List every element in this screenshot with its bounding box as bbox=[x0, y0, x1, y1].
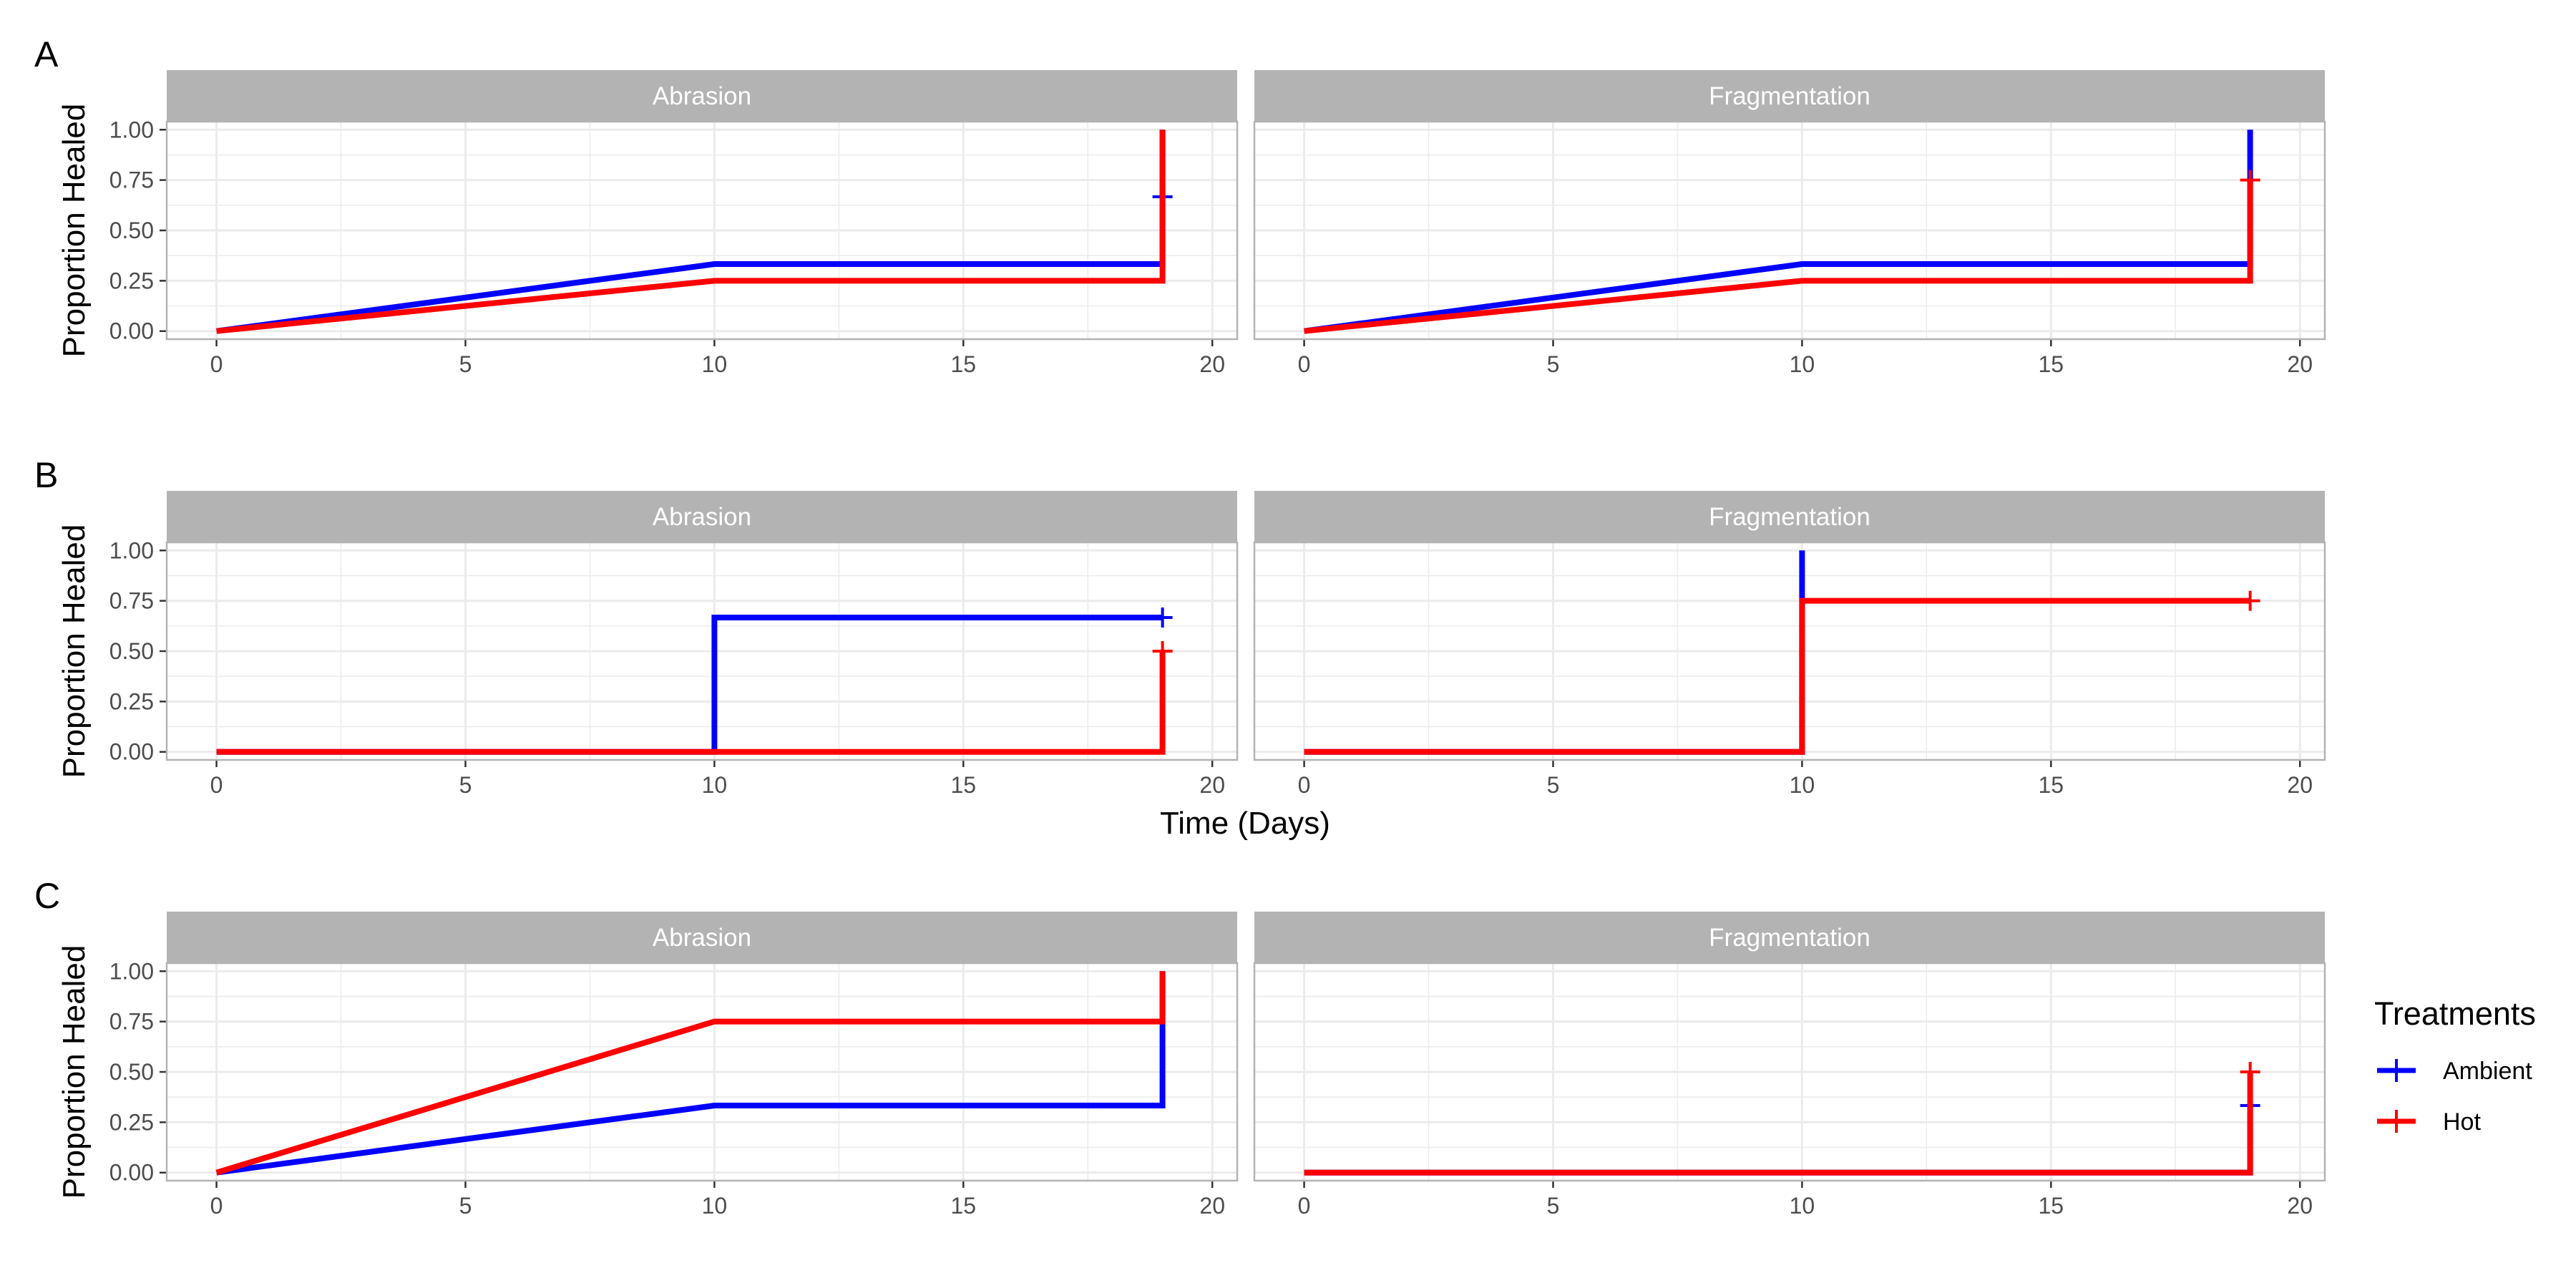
strip-background bbox=[1254, 491, 2325, 542]
facet-fragmentation: Fragmentation 0 5 10 15 20 bbox=[1253, 912, 2326, 1219]
y-tick-label: 0.00 bbox=[109, 318, 154, 344]
x-tick-label: 10 bbox=[702, 351, 728, 377]
y-tick-label: 0.50 bbox=[109, 1059, 154, 1085]
strip-label: Abrasion bbox=[653, 503, 751, 531]
strip-background bbox=[1254, 912, 2325, 963]
row-c: C Proportion Healed Abrasion 0 5 10 15 20 0.00 0.… bbox=[34, 876, 2326, 1219]
y-axis-title: Proportion Healed bbox=[57, 104, 92, 358]
y-tick-label: 0.75 bbox=[109, 1009, 154, 1035]
facet-abrasion: Abrasion 0 5 10 15 20 0.00 0.25 0.50 0.75 1.00 bbox=[109, 912, 1239, 1219]
x-tick-label: 15 bbox=[2039, 772, 2064, 798]
x-tick-label: 5 bbox=[1547, 351, 1560, 377]
y-tick-label: 0.75 bbox=[109, 167, 154, 193]
series-line-hot bbox=[215, 971, 1166, 1176]
series-line-ambient bbox=[216, 971, 1166, 1176]
strip-background bbox=[1254, 70, 2325, 122]
panel-border bbox=[165, 962, 1239, 1182]
series-line-hot bbox=[216, 651, 1166, 755]
x-tick-label: 10 bbox=[1790, 1193, 1815, 1219]
x-tick-label: 10 bbox=[702, 1193, 728, 1219]
legend-item-ambient: Ambient bbox=[2377, 1058, 2532, 1085]
x-tick-label: 15 bbox=[951, 772, 977, 798]
strip-label: Abrasion bbox=[653, 82, 751, 110]
strip-background bbox=[167, 70, 1237, 122]
x-tick-label: 0 bbox=[210, 1193, 223, 1219]
strip-label: Abrasion bbox=[653, 924, 751, 952]
strip-background bbox=[167, 491, 1237, 542]
series-line-hot bbox=[1304, 180, 2253, 334]
series-line-hot bbox=[216, 130, 1166, 334]
x-tick-label: 15 bbox=[951, 1193, 977, 1219]
strip-label: Fragmentation bbox=[1709, 82, 1870, 110]
panel-border bbox=[1253, 962, 2326, 1182]
legend: Treatments Ambient Hot bbox=[2374, 995, 2536, 1136]
y-tick-label: 1.00 bbox=[109, 958, 154, 984]
facet-fragmentation: Fragmentation 0 5 10 15 20 bbox=[1253, 491, 2326, 798]
x-tick-label: 20 bbox=[2287, 772, 2313, 798]
legend-item-hot: Hot bbox=[2377, 1108, 2481, 1136]
strip-label: Fragmentation bbox=[1709, 503, 1870, 531]
y-tick-label: 1.00 bbox=[109, 117, 154, 142]
y-tick-label: 0.50 bbox=[109, 218, 154, 243]
x-tick-label: 20 bbox=[1199, 772, 1225, 798]
x-tick-label: 20 bbox=[1199, 351, 1225, 377]
x-tick-label: 20 bbox=[2287, 351, 2313, 377]
panel-tag-b: B bbox=[34, 455, 58, 495]
x-tick-label: 0 bbox=[1298, 772, 1311, 798]
y-axis-title: Proportion Healed bbox=[57, 945, 92, 1199]
x-tick-label: 5 bbox=[1547, 772, 1560, 798]
legend-label-hot: Hot bbox=[2443, 1108, 2481, 1136]
series-line-hot bbox=[1304, 1072, 2253, 1176]
figure-rows: A Proportion Healed Abrasion 0 5 10 15 20 0.00 0.… bbox=[34, 34, 2326, 1219]
x-tick-label: 5 bbox=[1547, 1193, 1560, 1219]
strip-label: Fragmentation bbox=[1709, 924, 1870, 952]
panel-tag-a: A bbox=[34, 34, 59, 74]
x-tick-label: 10 bbox=[702, 772, 728, 798]
y-tick-label: 0.00 bbox=[109, 1160, 154, 1186]
x-tick-label: 0 bbox=[210, 351, 223, 377]
x-axis-title: Time (Days) bbox=[1160, 806, 1330, 841]
x-tick-label: 20 bbox=[2287, 1193, 2313, 1219]
strip-background bbox=[167, 912, 1237, 963]
legend-label-ambient: Ambient bbox=[2443, 1058, 2532, 1085]
y-tick-label: 0.25 bbox=[109, 688, 154, 714]
x-tick-label: 15 bbox=[2039, 351, 2064, 377]
panel-tag-c: C bbox=[34, 876, 60, 916]
y-tick-label: 0.25 bbox=[109, 1109, 154, 1135]
x-tick-label: 15 bbox=[951, 351, 977, 377]
facet-abrasion: Abrasion 0 5 10 15 20 0.00 0.25 0.50 0.75 1.00 bbox=[109, 70, 1239, 377]
panel-border bbox=[165, 541, 1239, 761]
x-tick-label: 5 bbox=[459, 351, 472, 377]
x-tick-label: 20 bbox=[1199, 1193, 1225, 1219]
y-tick-label: 0.00 bbox=[109, 739, 154, 765]
facet-abrasion: Abrasion 0 5 10 15 20 0.00 0.25 0.50 0.75 1.00 bbox=[109, 491, 1239, 798]
row-b: B Proportion Healed Abrasion 0 5 10 15 20 0.00 0.… bbox=[34, 455, 2326, 798]
panel-border bbox=[1253, 120, 2326, 341]
series-line-hot bbox=[1304, 597, 2250, 755]
x-tick-label: 5 bbox=[459, 1193, 472, 1219]
panel-border bbox=[1253, 541, 2326, 761]
legend-title: Treatments bbox=[2374, 995, 2536, 1032]
y-axis-title: Proportion Healed bbox=[57, 525, 92, 779]
x-tick-label: 15 bbox=[2039, 1193, 2064, 1219]
y-tick-label: 0.25 bbox=[109, 268, 154, 293]
facet-fragmentation: Fragmentation 0 5 10 15 20 bbox=[1253, 70, 2326, 377]
y-tick-label: 1.00 bbox=[109, 537, 154, 563]
x-tick-label: 0 bbox=[210, 772, 223, 798]
x-tick-label: 0 bbox=[1298, 1193, 1311, 1219]
x-tick-label: 10 bbox=[1790, 772, 1815, 798]
x-tick-label: 5 bbox=[459, 772, 472, 798]
x-tick-label: 0 bbox=[1298, 351, 1311, 377]
row-a: A Proportion Healed Abrasion 0 5 10 15 20 0.00 0.… bbox=[34, 34, 2326, 377]
y-tick-label: 0.50 bbox=[109, 638, 154, 664]
x-tick-label: 10 bbox=[1790, 351, 1815, 377]
panel-border bbox=[165, 120, 1239, 341]
y-tick-label: 0.75 bbox=[109, 588, 154, 614]
